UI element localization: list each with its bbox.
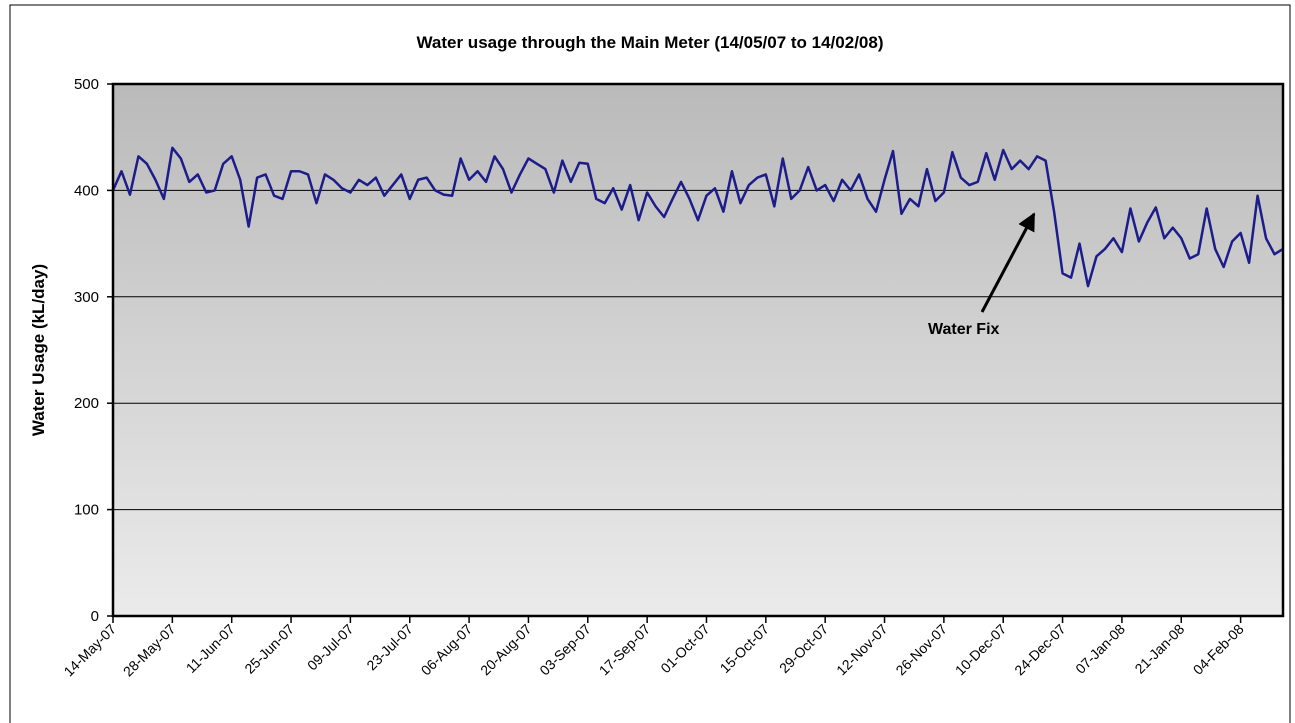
frame <box>9 4 1291 723</box>
y-tick-label: 500 <box>74 76 99 93</box>
x-tick-label: 04-Feb-08 <box>1190 621 1247 678</box>
x-tick-label: 09-Jul-07 <box>304 621 357 674</box>
plot-border <box>111 82 1285 618</box>
x-tick-label: 03-Sep-07 <box>536 621 594 679</box>
x-tick-label: 23-Jul-07 <box>363 621 416 674</box>
x-tick-label: 01-Oct-07 <box>657 621 712 676</box>
x-tick-label: 29-Oct-07 <box>776 621 831 676</box>
x-tick-label: 25-Jun-07 <box>241 621 297 677</box>
x-tick-label: 15-Oct-07 <box>717 621 772 676</box>
x-tick-label: 10-Dec-07 <box>952 621 1010 679</box>
x-tick-label: 12-Nov-07 <box>833 621 891 679</box>
y-tick-label: 100 <box>74 502 99 519</box>
x-tick-label: 21-Jan-08 <box>1131 621 1187 677</box>
y-tick-label: 200 <box>74 395 99 412</box>
x-tick-label: 28-May-07 <box>120 621 179 680</box>
x-tick-label: 20-Aug-07 <box>477 621 535 679</box>
annotation-arrow <box>980 212 1036 313</box>
x-tick-label: 07-Jan-08 <box>1072 621 1128 677</box>
y-axis-label: Water Usage (kL/day) <box>29 264 48 436</box>
plot-area <box>113 84 1283 616</box>
y-tick-label: 0 <box>91 608 99 625</box>
x-tick-label: 11-Jun-07 <box>183 621 238 676</box>
x-tick-label: 06-Aug-07 <box>418 621 476 679</box>
x-tick-label: 17-Sep-07 <box>596 621 654 679</box>
y-tick-label: 300 <box>74 289 99 306</box>
x-tick-label: 14-May-07 <box>60 621 119 680</box>
data-line <box>111 146 1284 288</box>
y-tick-label: 400 <box>74 182 99 199</box>
chart-title: Water usage through the Main Meter (14/0… <box>416 33 883 52</box>
annotation: Water Fix <box>928 321 1000 338</box>
x-tick-label: 24-Dec-07 <box>1011 621 1069 679</box>
x-tick-label: 26-Nov-07 <box>892 621 950 679</box>
